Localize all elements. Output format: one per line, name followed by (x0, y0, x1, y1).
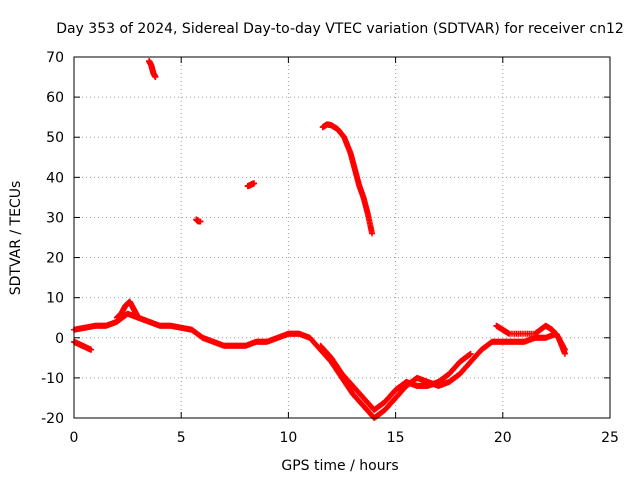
grid-lines (74, 57, 610, 418)
x-tick-label: 10 (279, 430, 297, 446)
y-tick-label: 20 (46, 251, 64, 267)
series-track-descending-arc (319, 121, 376, 237)
x-axis-label: GPS time / hours (281, 458, 398, 474)
plot-frame (73, 56, 611, 419)
data-points (71, 58, 568, 421)
series-track-main-upper (71, 310, 568, 421)
data-point (467, 350, 474, 357)
y-tick-label: 50 (46, 130, 64, 146)
data-point (135, 314, 142, 321)
y-tick-label: 40 (46, 170, 64, 186)
y-tick-label: 70 (46, 50, 64, 66)
series-track-main-lower (317, 342, 474, 413)
x-tick-label: 25 (601, 430, 619, 446)
data-point (197, 218, 204, 225)
x-tick-label: 15 (387, 430, 405, 446)
series-track-high-segment (146, 58, 159, 81)
y-tick-label: 10 (46, 291, 64, 307)
y-tick-label: 60 (46, 90, 64, 106)
x-tick-label: 20 (494, 430, 512, 446)
data-point (251, 180, 258, 187)
series-track-peak (113, 298, 142, 321)
series-track-early-dip (71, 338, 95, 353)
x-tick-label: 5 (177, 430, 186, 446)
y-tick-label: 0 (55, 331, 64, 347)
series-track-isolated-38 (244, 180, 258, 190)
data-point (369, 230, 376, 237)
chart-title: Day 353 of 2024, Sidereal Day-to-day VTE… (56, 21, 624, 37)
data-point (152, 74, 159, 81)
x-tick-label: 0 (70, 430, 79, 446)
y-tick-label: 30 (46, 210, 64, 226)
series-track-isolated-29 (193, 216, 204, 225)
series-track-late-tail (493, 322, 568, 357)
data-point (561, 350, 568, 357)
y-axis-label: SDTVAR / TECUs (8, 181, 24, 296)
y-tick-label: -10 (41, 371, 64, 387)
y-tick-label: -20 (41, 411, 64, 427)
axis-ticks: 0 5 10 15 20 25 -20 -10 0 10 20 30 40 50 60 70 (41, 50, 619, 446)
data-point (88, 346, 95, 353)
